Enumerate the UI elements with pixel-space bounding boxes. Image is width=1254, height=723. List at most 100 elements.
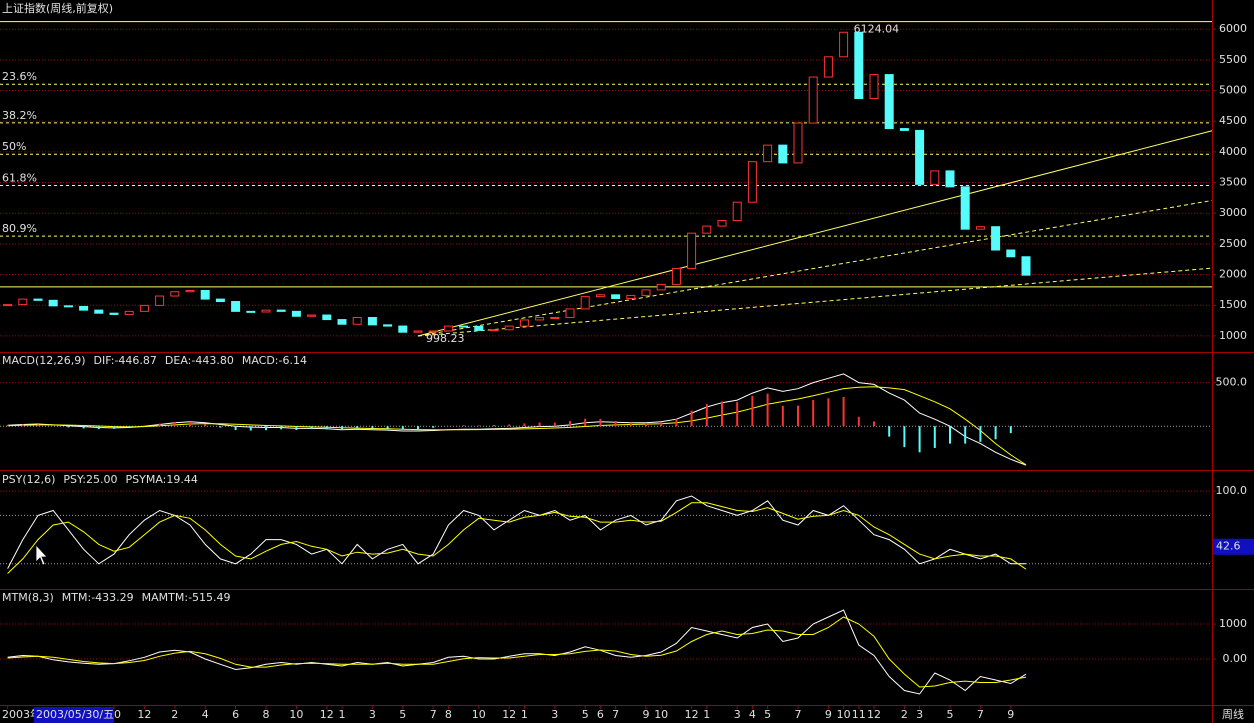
y-tick-label: 3000 (1219, 206, 1247, 219)
candle (793, 122, 803, 164)
high-label: 6124.04 (854, 23, 900, 36)
series-line (7, 616, 1027, 688)
x-tick-label: 11 (852, 708, 866, 721)
x-tick-label: 5 (764, 708, 771, 721)
candle (535, 316, 545, 321)
candle (63, 305, 73, 308)
series-line (7, 609, 1027, 695)
x-tick-label: 12 (137, 708, 151, 721)
candle (200, 290, 210, 300)
cursor-value: 42.6 (1216, 540, 1241, 553)
candle (185, 290, 195, 293)
candle (504, 325, 514, 331)
x-tick-label: 3 (916, 708, 923, 721)
candle (231, 301, 241, 312)
x-tick-label: 6 (597, 708, 604, 721)
candle (489, 329, 499, 332)
x-tick-label: 9 (825, 708, 832, 721)
cursor-value-box (1213, 538, 1254, 555)
candle (124, 310, 134, 315)
y-tick-label: 1500 (1219, 298, 1247, 311)
panel-title: PSY(12,6) (2, 473, 55, 486)
x-tick-label: 6 (232, 708, 239, 721)
x-tick-label: 10 (472, 708, 486, 721)
x-tick-label: 7 (795, 708, 802, 721)
candle (307, 314, 317, 317)
candle (337, 319, 347, 325)
x-tick-label: 2 (171, 708, 178, 721)
candle (139, 304, 149, 312)
y-tick-label: 5000 (1219, 84, 1247, 97)
x-tick-label: 1 (703, 708, 710, 721)
y-tick-label: 2000 (1219, 268, 1247, 281)
low-label: 998.23 (426, 332, 465, 345)
candle (3, 304, 13, 307)
series-line (7, 502, 1027, 574)
x-tick-label: 9 (1007, 708, 1014, 721)
x-tick-label: 9 (643, 708, 650, 721)
candle (565, 308, 575, 318)
candle (839, 31, 849, 58)
candle (702, 225, 712, 234)
candle (215, 298, 225, 303)
trend-line (417, 267, 1213, 337)
candle (641, 289, 651, 296)
y-tick-label: 1000 (1219, 617, 1247, 630)
candle (459, 325, 469, 328)
candle (155, 295, 165, 306)
legend-entry: DIF:-446.87 (94, 354, 157, 367)
candle (1006, 249, 1016, 258)
candle (322, 314, 332, 321)
candle (854, 31, 864, 100)
candle (671, 267, 681, 285)
candle (383, 324, 393, 327)
x-tick-label: 5 (947, 708, 954, 721)
candle (33, 298, 43, 301)
x-tick-label: 7 (612, 708, 619, 721)
y-tick-label: 500.0 (1216, 376, 1248, 389)
x-tick-label: 12 (320, 708, 334, 721)
candle (1021, 256, 1031, 276)
candle (975, 226, 985, 230)
candle (915, 129, 925, 185)
candle (732, 201, 742, 222)
candle (626, 294, 636, 299)
candle (246, 310, 256, 313)
cursor-date: 2003/05/30/五 (36, 708, 114, 721)
candle (94, 309, 104, 314)
cursor-date-box (34, 707, 114, 723)
candle (261, 309, 271, 313)
x-tick-label: 12 (502, 708, 516, 721)
candle (778, 144, 788, 164)
candle (960, 186, 970, 230)
candle (717, 220, 727, 227)
y-tick-label: 100.0 (1216, 484, 1248, 497)
candle (945, 170, 955, 188)
legend-entry: PSYMA:19.44 (126, 473, 198, 486)
x-tick-label: 3 (551, 708, 558, 721)
candle (170, 291, 180, 297)
candle (519, 319, 529, 327)
y-tick-label: 0.00 (1223, 652, 1248, 665)
fib-label: 38.2% (2, 109, 37, 122)
candle (18, 298, 28, 306)
x-tick-label: 2003年 (2, 707, 41, 721)
x-tick-label: 1 (339, 708, 346, 721)
candle (869, 74, 879, 100)
candle (747, 161, 757, 203)
candle (687, 232, 697, 269)
legend-entry: DEA:-443.80 (165, 354, 234, 367)
candle (763, 144, 773, 163)
y-tick-label: 4500 (1219, 114, 1247, 127)
candle (611, 294, 621, 299)
legend-entry: MAMTM:-515.49 (142, 591, 231, 604)
y-tick-label: 2500 (1219, 237, 1247, 250)
panel-title: MACD(12,26,9) (2, 354, 86, 367)
candle (291, 310, 301, 317)
y-tick-label: 3500 (1219, 176, 1247, 189)
panel-title: MTM(8,3) (2, 591, 54, 604)
y-tick-label: 6000 (1219, 22, 1247, 35)
candle (276, 309, 286, 312)
